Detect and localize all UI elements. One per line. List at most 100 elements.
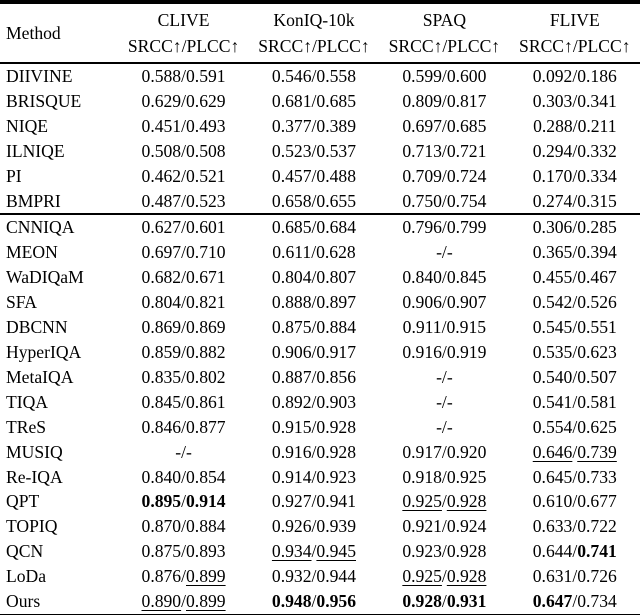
srcc-value: 0.845 [141,391,182,412]
score-cell-flive: 0.545/0.551 [532,317,617,338]
srcc-value: 0.588 [141,66,182,86]
plcc-value: 0.854 [186,466,226,487]
score-cell-flive: 0.294/0.332 [532,140,617,161]
table-row-metaiqa: MetaIQA 0.835/0.802 0.887/0.856 -/- 0.540/0.… [0,365,640,390]
table-row-niqe: NIQE 0.451/0.493 0.377/0.389 0.697/0.685 0.2… [0,114,640,139]
plcc-value: - [446,416,453,437]
score-cell-flive: 0.535/0.623 [532,341,617,362]
table-row-topiq: TOPIQ 0.870/0.884 0.926/0.939 0.921/0.924 0.… [0,514,640,539]
plcc-value: 0.508 [186,140,226,161]
plcc-value: 0.739 [577,441,617,462]
score-cell-flive: 0.365/0.394 [532,242,617,263]
plcc-value: - [446,366,453,387]
score-cell-flive: 0.540/0.507 [532,366,617,387]
score-cell-spaq: 0.750/0.754 [402,190,487,211]
score-cell-koniq-10k: 0.658/0.655 [271,190,356,211]
score-cell-clive: -/- [175,441,192,462]
plcc-value: 0.334 [577,165,617,186]
table-row-cnniqa: CNNIQA 0.627/0.601 0.685/0.684 0.796/0.799 0… [0,213,640,241]
srcc-value: 0.925 [402,566,442,587]
score-cell-koniq-10k: 0.546/0.558 [271,66,356,86]
score-cell-clive: 0.845/0.861 [141,391,226,412]
plcc-value: 0.928 [316,441,356,462]
srcc-value: 0.846 [141,416,182,437]
score-cell-flive: 0.647/0.734 [532,591,617,612]
method-cell: MetaIQA [6,366,74,387]
srcc-value: 0.631 [532,566,573,587]
srcc-value: 0.914 [271,466,312,487]
method-cell: LoDa [6,566,47,587]
plcc-value: 0.917 [316,341,356,362]
table-row-diivine: DIIVINE 0.588/0.591 0.546/0.558 0.599/0.600… [0,63,640,89]
plcc-value: 0.537 [316,140,356,161]
srcc-value: - [436,391,442,412]
score-cell-spaq: 0.928/0.931 [402,591,487,612]
plcc-value: 0.802 [186,366,226,387]
method-cell: BRISQUE [6,90,82,111]
plcc-value: 0.601 [186,217,226,238]
srcc-value: 0.840 [141,466,182,487]
srcc-value: 0.540 [532,366,573,387]
score-cell-flive: 0.610/0.677 [532,491,617,512]
method-cell: QCN [6,541,44,562]
header-row-datasets: Method CLIVE KonIQ-10k SPAQ FLIVE [0,2,640,43]
plcc-value: 0.591 [186,66,226,86]
column-header-flive: FLIVE [549,10,600,30]
plcc-value: 0.211 [577,115,617,136]
plcc-value: 0.623 [577,341,617,362]
srcc-value: 0.915 [271,416,312,437]
score-cell-koniq-10k: 0.892/0.903 [271,391,356,412]
srcc-value: 0.697 [141,242,182,263]
plcc-value: 0.551 [577,317,617,338]
srcc-value: 0.875 [141,541,182,562]
srcc-value: 0.869 [141,317,182,338]
score-cell-flive: 0.306/0.285 [509,213,640,241]
score-cell-clive: 0.870/0.884 [141,516,226,537]
header-row-metrics: SRCC↑/PLCC↑ SRCC↑/PLCC↑ SRCC↑/PLCC↑ SRCC… [0,33,640,63]
plcc-value: 0.931 [446,591,487,612]
srcc-value: 0.804 [271,267,312,288]
score-cell-spaq: -/- [436,391,453,412]
plcc-value: 0.677 [577,491,617,512]
score-cell-flive: 0.554/0.625 [532,416,617,437]
score-cell-koniq-10k: 0.916/0.928 [271,441,356,462]
score-cell-clive: 0.859/0.882 [141,341,226,362]
score-cell-spaq: 0.599/0.600 [402,66,487,86]
srcc-value: 0.925 [402,491,442,512]
method-cell: MUSIQ [6,441,63,462]
plcc-value: 0.799 [446,217,487,238]
score-cell-spaq: 0.925/0.928 [402,491,487,512]
srcc-value: 0.633 [532,516,573,537]
srcc-value: 0.455 [532,267,573,288]
plcc-value: - [446,391,453,412]
srcc-value: - [436,366,442,387]
score-cell-spaq: 0.911/0.915 [402,317,487,338]
score-cell-koniq-10k: 0.685/0.684 [248,213,380,241]
method-cell: HyperIQA [6,341,82,362]
score-cell-spaq: 0.840/0.845 [402,267,487,288]
table-row-tiqa: TIQA 0.845/0.861 0.892/0.903 -/- 0.541/0.581 [0,390,640,415]
score-cell-clive: 0.846/0.877 [141,416,226,437]
plcc-value: 0.856 [316,366,356,387]
plcc-value: 0.710 [186,242,226,263]
srcc-value: - [175,441,182,462]
column-header-spaq: SPAQ [422,10,467,30]
plcc-value: 0.507 [577,366,617,387]
srcc-value: 0.713 [402,140,442,161]
srcc-value: 0.681 [271,90,312,111]
plcc-value: 0.685 [316,90,356,111]
score-cell-spaq: 0.925/0.928 [402,566,487,587]
table-row-qpt: QPT 0.895/0.914 0.927/0.941 0.925/0.928 0.61… [0,489,640,514]
plcc-value: 0.671 [186,267,226,288]
srcc-value: 0.923 [402,541,442,562]
srcc-value: 0.610 [532,491,573,512]
plcc-value: 0.186 [577,66,617,86]
srcc-value: 0.646 [532,441,573,462]
srcc-value: 0.796 [402,217,442,238]
plcc-value: 0.558 [316,66,356,86]
srcc-value: 0.294 [532,140,573,161]
method-cell: BMPRI [6,190,61,211]
score-cell-spaq: 0.796/0.799 [379,213,510,241]
srcc-value: 0.685 [271,217,312,238]
score-cell-koniq-10k: 0.948/0.956 [271,591,356,612]
